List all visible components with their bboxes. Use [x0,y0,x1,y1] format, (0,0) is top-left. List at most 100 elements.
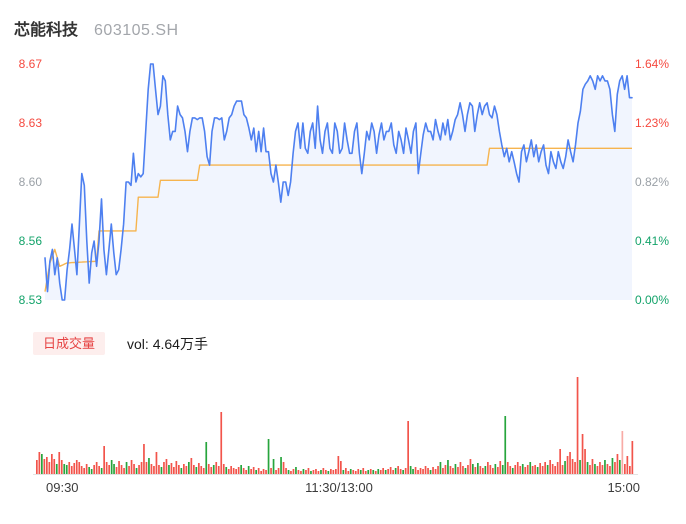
volume-bar [168,465,170,474]
volume-bar [526,465,529,474]
volume-bar [541,466,544,474]
volume-bar [581,434,584,474]
volume-bar [564,461,566,474]
volume-tab-badge[interactable]: 日成交量 [33,332,106,355]
volume-bar [235,469,237,474]
volume-bar [367,470,370,474]
volume-bar [327,471,330,474]
volume-bar [614,462,616,474]
volume-bar [524,467,527,474]
volume-bar [544,462,546,474]
volume-bar [604,460,606,474]
volume-bar [531,466,534,474]
volume-bar [75,460,78,474]
volume-bar [594,464,596,474]
stock-code: 603105.SH [94,22,179,39]
percent-tick-3: 0.41% [635,234,670,248]
volume-bar [606,464,609,474]
volume-bar [188,462,190,474]
volume-bar [242,468,245,474]
volume-bar [113,464,115,474]
price-tick-3: 8.56 [18,234,42,248]
volume-bar [183,464,185,474]
volume-bar [619,460,621,474]
volume-bar [332,470,335,474]
volume-bar [469,459,472,474]
volume-bar [474,467,477,474]
volume-bar [78,462,81,474]
volume-bar [459,462,462,474]
volume-bar [302,469,305,474]
volume-bar [432,467,434,474]
volume-bar [295,467,297,474]
volume-bar [330,469,332,474]
percent-tick-2: 0.82% [635,175,670,189]
volume-bar [282,462,285,474]
volume-bar [506,462,509,474]
volume-bar [514,465,517,474]
time-tick-0: 09:30 [46,480,79,495]
volume-bar [576,377,579,474]
volume-bar [402,470,404,474]
volume-bar [317,471,320,474]
volume-bar [68,462,71,474]
volume-bar [482,468,484,474]
volume-bar [434,469,437,474]
volume-bar [260,471,262,474]
volume-bar [511,468,514,474]
volume-bar [349,469,352,474]
volume-bar [210,467,213,474]
volume-bar [534,465,536,474]
volume-bar [140,462,143,474]
volume-bar [569,452,571,474]
volume-bar [215,462,218,474]
volume-bar [277,468,280,474]
volume-bar [571,459,574,474]
volume-bar [180,468,183,474]
volume-bar [185,466,188,474]
volume-bar [80,466,83,474]
volume-bar [489,465,492,474]
volume-bar [195,467,198,474]
volume-bar [300,471,302,474]
volume-bar [464,468,467,474]
volume-bar [237,467,240,474]
volume-bar [422,469,424,474]
volume-bar [88,467,90,474]
volume-bar [315,469,317,474]
volume-bar [165,459,168,474]
volume-bar [442,468,444,474]
volume-bar [449,466,452,474]
volume-bar [252,467,255,474]
volume-bar [190,458,193,474]
volume-bar [609,466,611,474]
price-tick-1: 8.63 [18,116,42,130]
volume-bar [153,466,155,474]
volume-bar [342,470,345,474]
volume-bar [240,465,242,474]
volume-bar [48,462,51,474]
volume-bar [287,470,290,474]
volume-bar [257,468,260,474]
volume-bar [447,460,449,474]
volume-bar [305,470,307,474]
volume-bar [504,416,507,474]
volume-bar [130,460,133,474]
volume-bar [36,460,38,474]
volume-bar [429,470,432,474]
volume-bar [55,464,58,474]
volume-bar [270,468,272,474]
volume-bar [556,462,559,474]
volume-bar [200,466,203,474]
volume-bar [38,452,41,474]
volume-bar [46,457,48,474]
volume-bar [494,464,497,474]
volume-bar [225,467,228,474]
volume-bar [335,469,337,474]
volume-bar [497,467,499,474]
volume-bar [629,466,631,474]
volume-bar [158,465,160,474]
volume-bar [128,466,130,474]
volume-bar [285,468,287,474]
